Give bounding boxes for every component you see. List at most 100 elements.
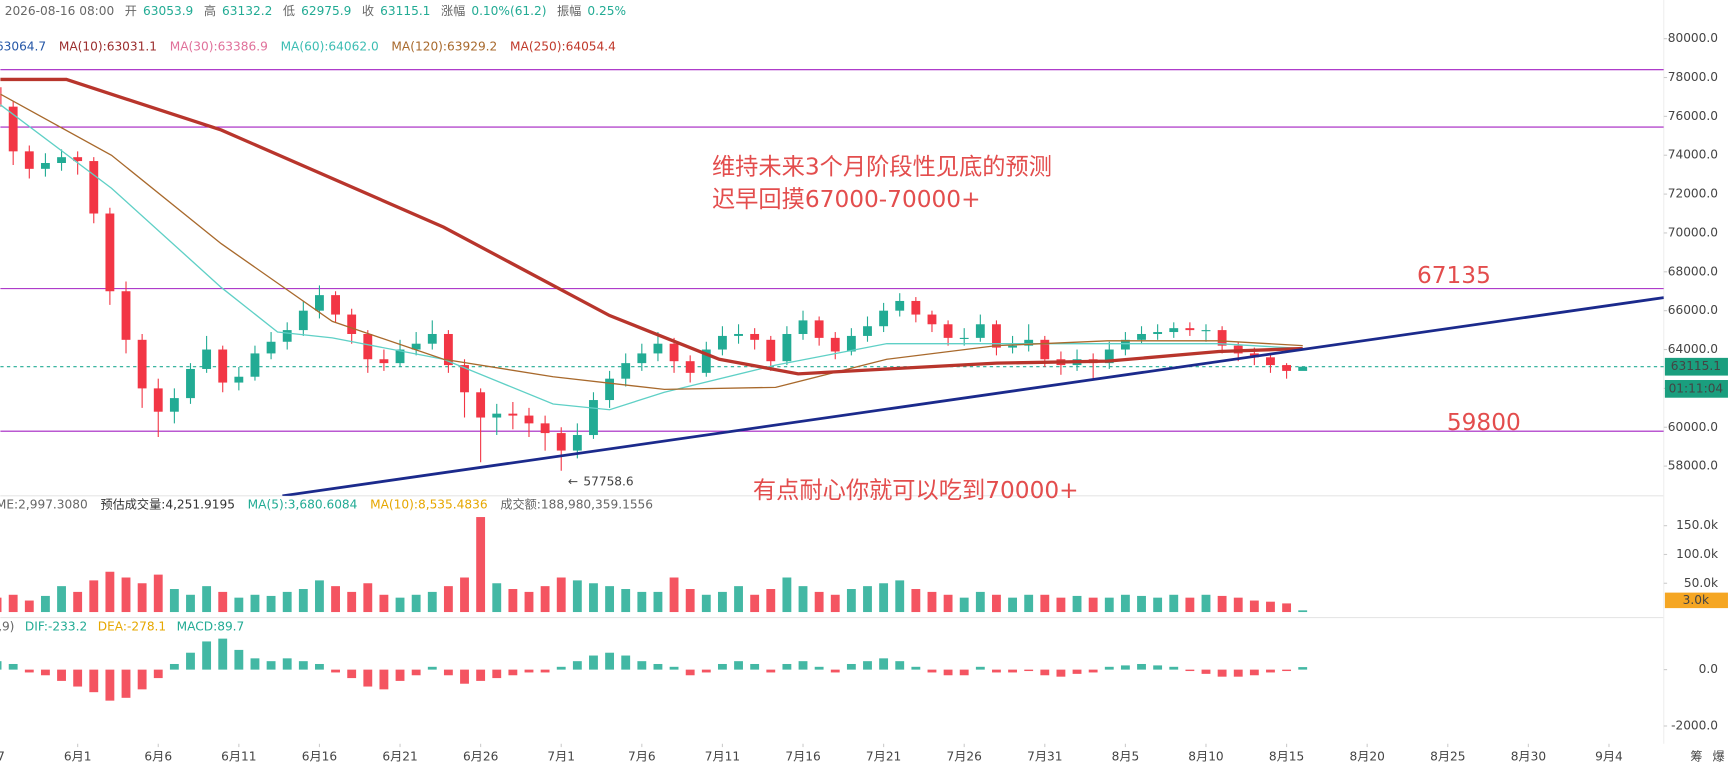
volume-bar [653, 591, 663, 613]
date: 2026-08-16 08:00 [5, 4, 115, 18]
macd-bar [331, 669, 340, 673]
candle-body [1137, 333, 1146, 340]
y-tick-label: 68000.0 [1668, 264, 1718, 278]
volume-bar [992, 594, 1001, 613]
macd-bar [427, 666, 437, 670]
candle-body [992, 324, 1001, 348]
volume-bar [363, 583, 373, 613]
candle-body [1153, 332, 1163, 334]
candle-body [363, 333, 373, 360]
candle-body [1169, 328, 1179, 333]
volume-bar [621, 589, 631, 613]
x-tick-label: 6月1 [64, 750, 92, 764]
macd-bar [814, 666, 824, 670]
legend-item: MA(5):3,680.6084 [248, 497, 358, 511]
volume-bar [637, 591, 647, 613]
candle-body [411, 343, 421, 350]
volume-bar [943, 594, 953, 613]
macd-bar [637, 661, 647, 670]
toolbar-icon[interactable]: 爆 [1712, 750, 1724, 764]
macd-bar [1169, 666, 1179, 670]
volume-bar [685, 589, 695, 613]
y-tick-label: 72000.0 [1668, 187, 1718, 201]
macd-bar [250, 658, 260, 670]
volume-bar [1008, 597, 1017, 613]
value: 0.25% [587, 4, 626, 18]
y-tick-label: 80000.0 [1668, 31, 1718, 45]
volume-bar [1185, 597, 1195, 613]
candle-body [556, 433, 566, 451]
volume-bar [1201, 594, 1211, 613]
candle-body [8, 106, 18, 152]
macd-bar [153, 669, 163, 679]
volume-bar [1266, 601, 1275, 613]
candle-body [234, 376, 244, 383]
volume-bar [669, 577, 679, 613]
toolbar-icon[interactable]: 筹 [1690, 750, 1702, 764]
macd-bar [411, 669, 421, 676]
macd-bar [895, 661, 905, 670]
macd-bar [1104, 666, 1114, 670]
volume-badge [1664, 592, 1728, 609]
x-tick-label: 9月4 [1595, 750, 1623, 764]
macd-bar [218, 638, 228, 670]
macd-bar [282, 658, 292, 670]
macd-bar [0, 661, 2, 670]
macd-bar [830, 669, 840, 673]
legend-item: MA(250):64054.4 [510, 39, 616, 53]
candle-body [395, 349, 405, 364]
legend-item: ME:2,997.3080 [0, 497, 88, 511]
x-tick-label: 7月31 [1027, 750, 1062, 764]
macd-bar [186, 652, 195, 670]
annotation: 有点耐心你就可以吃到70000+ [753, 477, 1079, 504]
volume-bar [734, 586, 743, 613]
volume-bar [137, 583, 147, 613]
x-tick-label: 8月25 [1430, 750, 1465, 764]
candle-body [1201, 330, 1211, 332]
x-tick-label: 7月11 [705, 750, 740, 764]
moving-average [0, 104, 1303, 411]
volume-bar [121, 577, 131, 613]
volume-bar [717, 591, 727, 613]
volume-bar [492, 583, 502, 613]
macd-bar [572, 661, 582, 670]
macd-bar [40, 669, 50, 676]
y-tick-label: -2000.0 [1671, 718, 1718, 732]
volume-bar [1056, 597, 1066, 613]
volume-bar [830, 594, 840, 613]
candle-body [218, 349, 228, 383]
x-tick-label: 6月21 [382, 750, 417, 764]
candle-body [685, 361, 695, 373]
candle-body [589, 400, 598, 436]
volume-bar [379, 594, 389, 613]
label: 开 [125, 4, 137, 18]
y-tick-label: 78000.0 [1668, 70, 1718, 84]
volume-bar [186, 594, 195, 613]
y-tick-label: 60000.0 [1668, 420, 1718, 434]
volume-bar [105, 571, 115, 613]
volume-bar [24, 600, 34, 613]
x-tick-label: 7月6 [628, 750, 656, 764]
legend-item: DEA:-278.1 [98, 619, 166, 633]
macd-bar [717, 663, 727, 670]
candle-body [637, 353, 647, 364]
volume-bar [427, 591, 437, 613]
trendline [282, 296, 1664, 496]
macd-bar [8, 663, 18, 670]
volume-bar [476, 517, 486, 613]
candle-body [0, 87, 2, 107]
candle-body [750, 333, 760, 340]
volume-bar [959, 597, 969, 613]
macd-bar [169, 663, 179, 670]
level-label: 59800 [1447, 409, 1521, 436]
volume-bar [315, 580, 324, 613]
macd-bar [266, 661, 276, 670]
y-tick-label: 58000.0 [1668, 459, 1718, 473]
x-tick-label: 27 [0, 750, 5, 764]
candle-body [927, 314, 937, 325]
volume-bar [331, 586, 340, 613]
legend-item: MA(10):8,535.4836 [370, 497, 487, 511]
macd-bar [347, 669, 357, 679]
macd-bar [701, 669, 711, 673]
